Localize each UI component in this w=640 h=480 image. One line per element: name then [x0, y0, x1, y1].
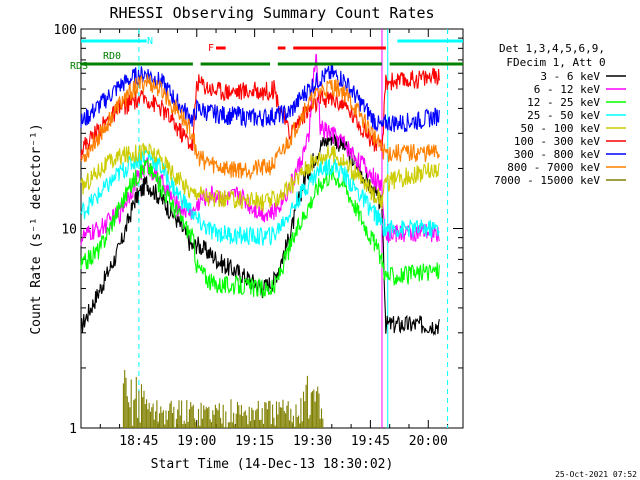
legend-entry-label: 800 - 7000 keV: [507, 161, 600, 174]
y-tick-label: 100: [54, 23, 77, 38]
footer-date: 25-Oct-2021 07:52: [555, 470, 637, 479]
y-axis-label: Count Rate (s⁻¹ detector⁻¹): [29, 123, 44, 334]
y-tick-labels: 1 10 100: [54, 23, 77, 437]
legend-entry-label: 12 - 25 keV: [527, 96, 600, 109]
legend-entry-label: 25 - 50 keV: [527, 109, 600, 122]
legend-entry-label: 6 - 12 keV: [534, 83, 601, 96]
chart-title: RHESSI Observing Summary Count Rates: [109, 4, 434, 22]
legend-entry-label: 50 - 100 keV: [521, 122, 601, 135]
state-label: RDS: [70, 61, 88, 72]
series-line: [80, 64, 440, 133]
series-line: [80, 157, 440, 298]
y-tick-label: 1: [69, 422, 77, 437]
state-label: N: [147, 36, 153, 47]
legend-entry-label: 3 - 6 keV: [540, 70, 600, 83]
legend-entry-label: 100 - 300 keV: [514, 135, 600, 148]
x-tick-label: 19:15: [235, 434, 274, 449]
legend-entry-label: 7000 - 15000 keV: [494, 174, 600, 187]
state-label: RD0: [103, 51, 121, 62]
series-line: [122, 370, 324, 428]
x-tick-label: 19:45: [351, 434, 390, 449]
x-tick-labels: 18:45 19:00 19:15 19:30 19:45 20:00: [119, 434, 448, 449]
series-line: [80, 67, 440, 160]
x-tick-label: 20:00: [409, 434, 448, 449]
series-line: [80, 74, 440, 181]
x-tick-label: 19:30: [293, 434, 332, 449]
state-bars: N RD0 RDS F: [70, 36, 463, 72]
x-tick-label: 18:45: [119, 434, 158, 449]
x-tick-label: 19:00: [177, 434, 216, 449]
legend-header-line-1: Det 1,3,4,5,6,9,: [499, 42, 605, 55]
state-label: F: [208, 43, 214, 54]
y-tick-label: 10: [61, 223, 77, 238]
series-lines: [80, 53, 440, 428]
legend-entry-label: 300 - 800 keV: [514, 148, 600, 161]
series-line: [80, 143, 440, 212]
x-axis-label: Start Time (14-Dec-13 18:30:02): [151, 457, 394, 472]
legend-header-line-2: FDecim 1, Att 0: [506, 56, 605, 69]
